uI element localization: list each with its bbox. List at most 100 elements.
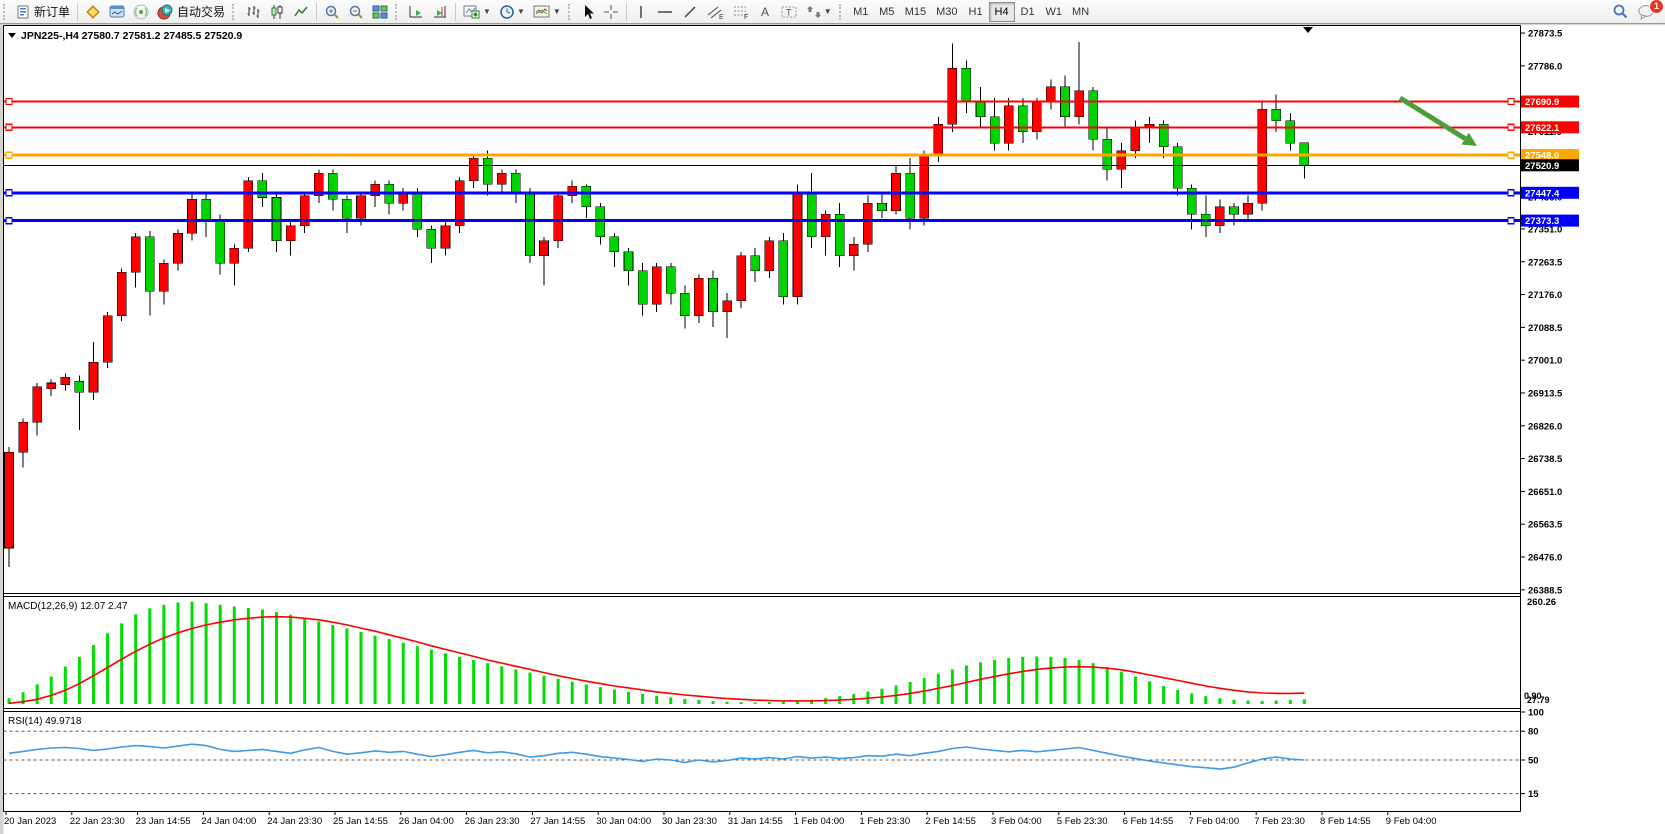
- svg-text:26826.0: 26826.0: [1528, 421, 1562, 432]
- svg-text:7 Feb 04:00: 7 Feb 04:00: [1188, 816, 1239, 827]
- new-order-icon: [16, 5, 30, 19]
- svg-text:26388.5: 26388.5: [1528, 585, 1563, 596]
- fibonacci-button[interactable]: F: [728, 2, 754, 22]
- text-button[interactable]: A: [754, 2, 776, 22]
- svg-text:27373.3: 27373.3: [1525, 216, 1559, 227]
- svg-text:24 Jan 04:00: 24 Jan 04:00: [201, 816, 256, 827]
- zoom-in-button[interactable]: [320, 2, 344, 22]
- chart-window-icon: [109, 4, 125, 20]
- horizontal-level-lines: [3, 97, 1521, 225]
- indicators-button[interactable]: ▼: [459, 2, 495, 22]
- trendline-icon: [682, 4, 698, 20]
- svg-text:27001.0: 27001.0: [1528, 356, 1562, 367]
- search-icon: [1612, 3, 1629, 20]
- horizontal-line-button[interactable]: [652, 2, 678, 22]
- svg-text:20 Jan 2023: 20 Jan 2023: [4, 816, 56, 827]
- time-axis: 20 Jan 2023 22 Jan 23:30 23 Jan 14:55 24 Ja…: [4, 811, 1437, 827]
- tf-button-H4[interactable]: H4: [988, 1, 1015, 22]
- bar-chart-button[interactable]: [241, 2, 265, 22]
- svg-text:25 Jan 14:55: 25 Jan 14:55: [333, 816, 388, 827]
- svg-text:27.79: 27.79: [1527, 695, 1550, 705]
- tf-button-D1[interactable]: D1: [1020, 5, 1035, 18]
- trendline-button[interactable]: [678, 2, 702, 22]
- tile-windows-button[interactable]: [368, 2, 392, 22]
- zoom-out-button[interactable]: [344, 2, 368, 22]
- timeframe-group: M1 M5 M15 M30 H1 H4 D1 W1 MN: [848, 1, 1094, 22]
- svg-text:23 Jan 14:55: 23 Jan 14:55: [136, 816, 191, 827]
- svg-text:27176.0: 27176.0: [1528, 290, 1562, 301]
- tf-button-H1[interactable]: H1: [968, 5, 983, 18]
- candlestick-chart-icon: [269, 4, 285, 20]
- svg-text:8 Feb 14:55: 8 Feb 14:55: [1320, 816, 1371, 827]
- rsi-panel: [3, 730, 1521, 795]
- tile-windows-icon: [372, 4, 388, 20]
- new-order-button[interactable]: 新订单: [12, 2, 74, 22]
- svg-text:T: T: [786, 7, 792, 17]
- line-chart-button[interactable]: [289, 2, 313, 22]
- zoom-out-icon: [348, 4, 364, 20]
- vertical-line-button[interactable]: [630, 2, 652, 22]
- svg-text:E: E: [719, 14, 724, 20]
- rsi-label: RSI(14) 49.9718: [8, 716, 82, 727]
- arrows-button[interactable]: ▼: [802, 2, 836, 22]
- signal-button[interactable]: [129, 2, 153, 22]
- tf-button-M15[interactable]: M15: [904, 5, 927, 18]
- svg-text:26651.0: 26651.0: [1528, 487, 1562, 498]
- panel-borders: [3, 25, 1521, 812]
- svg-text:27351.0: 27351.0: [1528, 224, 1562, 235]
- svg-text:A: A: [761, 5, 769, 19]
- auto-trading-button[interactable]: 自动交易: [153, 2, 229, 22]
- auto-scroll-icon: [408, 4, 424, 20]
- svg-text:3 Feb 04:00: 3 Feb 04:00: [991, 816, 1042, 827]
- auto-scroll-button[interactable]: [404, 2, 428, 22]
- tf-button-M30[interactable]: M30: [936, 5, 958, 18]
- chart-window-button[interactable]: [105, 2, 129, 22]
- tf-button-MN[interactable]: MN: [1072, 5, 1090, 18]
- text-label-button[interactable]: T: [776, 2, 802, 22]
- tf-button-M5[interactable]: M5: [879, 5, 895, 18]
- indicators-caret-icon: ▼: [483, 7, 491, 16]
- crosshair-button[interactable]: [599, 2, 623, 22]
- text-label-icon: T: [780, 4, 798, 20]
- clock-icon: [499, 4, 515, 20]
- search-button[interactable]: [1608, 2, 1633, 22]
- svg-text:27690.9: 27690.9: [1525, 97, 1559, 108]
- tf-button-M1[interactable]: M1: [853, 5, 869, 18]
- crosshair-icon: [603, 4, 619, 20]
- svg-text:30 Jan 04:00: 30 Jan 04:00: [596, 816, 651, 827]
- svg-text:26563.5: 26563.5: [1528, 520, 1563, 531]
- horizontal-line-icon: [656, 4, 674, 20]
- svg-text:7 Feb 23:30: 7 Feb 23:30: [1254, 816, 1305, 827]
- indicators-add-icon: [463, 4, 481, 20]
- svg-text:6 Feb 14:55: 6 Feb 14:55: [1123, 816, 1174, 827]
- tf-button-W1[interactable]: W1: [1045, 5, 1063, 18]
- chart-background: [3, 25, 1665, 834]
- svg-text:MACD(12,26,9) 12.07 2.47: MACD(12,26,9) 12.07 2.47: [8, 601, 128, 612]
- svg-text:27 Jan 14:55: 27 Jan 14:55: [530, 816, 585, 827]
- cursor-button[interactable]: [577, 2, 599, 22]
- auto-trading-icon: [157, 4, 173, 20]
- main-toolbar: 新订单 自动交易 ▼ ▼: [0, 0, 1665, 24]
- svg-text:F: F: [744, 14, 748, 20]
- vertical-line-icon: [636, 4, 646, 20]
- chart-shift-button[interactable]: [428, 2, 452, 22]
- timeframes-menu-button[interactable]: ▼: [495, 2, 529, 22]
- svg-text:27786.0: 27786.0: [1528, 61, 1562, 72]
- chart-shift-icon: [432, 4, 448, 20]
- candlestick-chart-button[interactable]: [265, 2, 289, 22]
- svg-text:30 Jan 23:30: 30 Jan 23:30: [662, 816, 717, 827]
- svg-text:24 Jan 23:30: 24 Jan 23:30: [267, 816, 322, 827]
- market-watch-button[interactable]: [81, 2, 105, 22]
- signal-icon: [133, 4, 149, 20]
- svg-text:RSI(14) 49.9718: RSI(14) 49.9718: [8, 716, 82, 727]
- templates-button[interactable]: ▼: [529, 2, 565, 22]
- svg-text:0.90: 0.90: [1524, 691, 1542, 701]
- svg-text:1 Feb 23:30: 1 Feb 23:30: [859, 816, 910, 827]
- svg-text:9 Feb 04:00: 9 Feb 04:00: [1386, 816, 1437, 827]
- svg-text:27873.5: 27873.5: [1528, 29, 1563, 40]
- bar-chart-icon: [245, 4, 261, 20]
- macd-signal-line: [8, 615, 1305, 705]
- channel-button[interactable]: E: [702, 2, 728, 22]
- notifications-button[interactable]: 1: [1633, 0, 1664, 22]
